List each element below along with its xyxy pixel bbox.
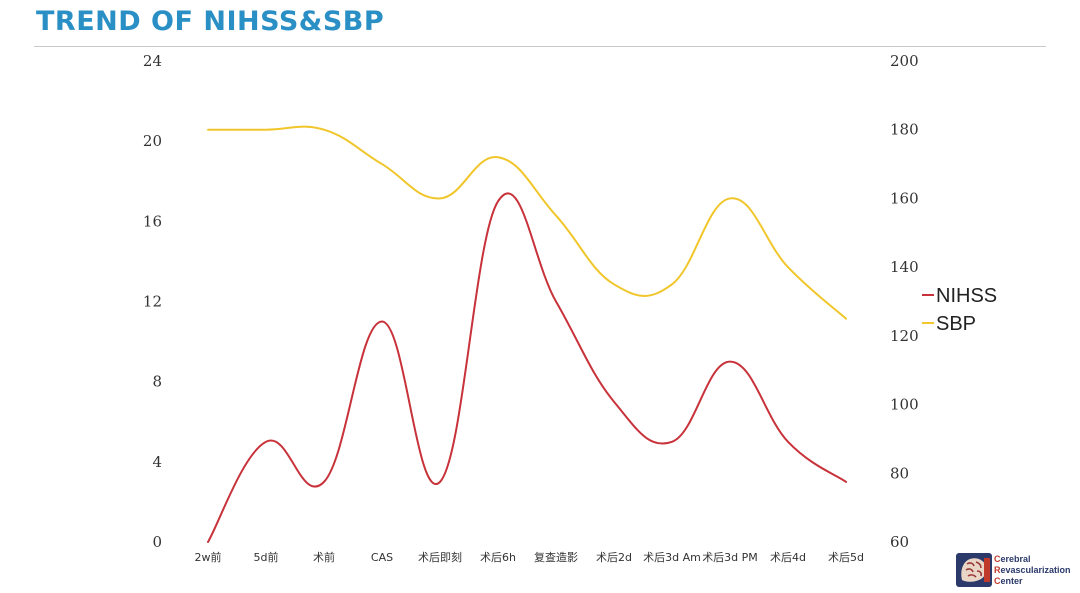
y-left-tick-label: 20 bbox=[143, 132, 162, 150]
x-tick-label: 复查造影 bbox=[534, 550, 578, 564]
cerebral-revascularization-center-logo: Cerebral Revascularization Center bbox=[954, 548, 1078, 592]
y-right-axis: 60 80 100 120 140 160 180 200 bbox=[890, 52, 919, 551]
y-right-tick-label: 140 bbox=[890, 258, 919, 276]
x-tick-label: 5d前 bbox=[254, 550, 279, 564]
series-line-sbp bbox=[207, 125, 847, 320]
brain-logo-icon bbox=[956, 553, 992, 587]
x-tick-label: 术后3d Am bbox=[643, 551, 701, 564]
x-axis: 2w前 5d前 术前 CAS 术后即刻 术后6h 复查造影 术后2d 术后3d Am 术后3d P… bbox=[195, 550, 864, 564]
x-tick-label: 术后2d bbox=[596, 551, 632, 564]
y-left-tick-label: 24 bbox=[143, 52, 162, 70]
logo-line-1: Cerebral bbox=[994, 554, 1031, 564]
y-right-tick-label: 60 bbox=[890, 533, 909, 551]
x-tick-label: 术后4d bbox=[770, 551, 806, 564]
y-left-axis: 0 4 8 12 16 20 24 bbox=[143, 52, 162, 551]
y-right-tick-label: 180 bbox=[890, 121, 919, 139]
logo-line-2: Revascularization bbox=[994, 565, 1071, 575]
legend-label-sbp: SBP bbox=[936, 313, 976, 335]
series-line-nihss bbox=[207, 192, 847, 543]
y-left-tick-label: 16 bbox=[143, 212, 162, 230]
y-left-tick-label: 12 bbox=[143, 293, 162, 311]
x-tick-label: 术后6h bbox=[480, 551, 516, 564]
y-right-tick-label: 100 bbox=[890, 396, 919, 414]
y-right-tick-label: 120 bbox=[890, 327, 919, 345]
x-tick-label: 术后5d bbox=[828, 551, 864, 564]
y-left-tick-label: 4 bbox=[152, 453, 162, 471]
legend-label-nihss: NIHSS bbox=[936, 285, 997, 307]
title-divider bbox=[34, 46, 1046, 47]
y-left-tick-label: 0 bbox=[152, 533, 162, 551]
y-right-tick-label: 160 bbox=[890, 189, 919, 207]
slide-title: TREND OF NIHSS&SBP bbox=[36, 6, 385, 37]
y-left-tick-label: 8 bbox=[152, 373, 162, 391]
y-right-tick-label: 80 bbox=[890, 464, 909, 482]
y-right-tick-label: 200 bbox=[890, 52, 919, 70]
x-tick-label: 术后3d PM bbox=[702, 551, 758, 564]
series-lines bbox=[207, 125, 847, 543]
x-tick-label: 术后即刻 bbox=[418, 550, 462, 564]
x-tick-label: 2w前 bbox=[195, 550, 222, 564]
x-tick-label: CAS bbox=[371, 551, 393, 564]
x-tick-label: 术前 bbox=[313, 550, 335, 564]
legend: NIHSS SBP bbox=[922, 285, 997, 335]
logo-line-3: Center bbox=[994, 576, 1023, 586]
logo-text: Cerebral Revascularization Center bbox=[994, 554, 1071, 587]
